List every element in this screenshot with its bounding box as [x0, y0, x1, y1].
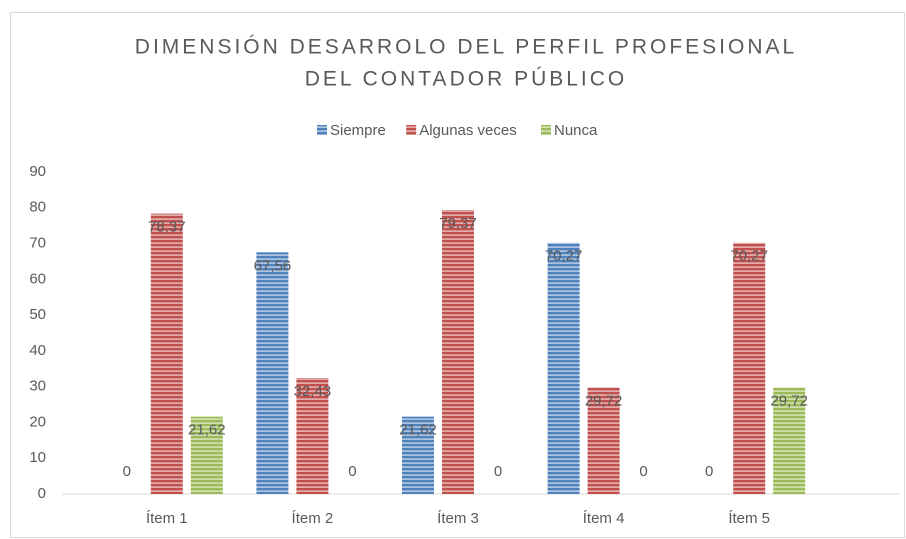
bar	[587, 387, 620, 494]
y-tick-label: 80	[29, 199, 46, 216]
bar	[773, 387, 806, 494]
y-tick-label: 90	[29, 163, 46, 180]
data-label: 79,37	[439, 215, 477, 232]
bar	[150, 213, 183, 494]
y-tick-label: 0	[38, 485, 46, 502]
bar	[442, 210, 474, 494]
legend-label: Siempre	[330, 122, 386, 139]
bar	[402, 416, 434, 494]
legend-swatch	[541, 125, 551, 135]
data-label: 21,62	[399, 422, 437, 439]
y-tick-label: 50	[29, 306, 46, 323]
x-tick-label: Ítem 1	[146, 510, 188, 527]
y-tick-label: 40	[29, 342, 46, 359]
bar	[547, 242, 580, 494]
legend-label: Nunca	[554, 122, 598, 139]
data-label: 78,37	[148, 219, 186, 236]
data-label: 29,72	[770, 393, 808, 410]
data-label: 67,56	[254, 257, 292, 274]
x-tick-label: Ítem 2	[292, 510, 334, 527]
legend-swatch	[317, 125, 327, 135]
y-tick-label: 10	[29, 449, 46, 466]
y-tick-label: 60	[29, 270, 46, 287]
data-label: 29,72	[585, 393, 623, 410]
data-label: 0	[705, 463, 713, 480]
data-label: 70,27	[545, 248, 583, 265]
bar	[190, 416, 223, 494]
data-label: 0	[348, 463, 356, 480]
bar	[256, 252, 289, 494]
data-label: 70,27	[730, 248, 768, 265]
data-label: 21,62	[188, 422, 226, 439]
chart-title: DIMENSIÓN DESARROLO DEL PERFIL PROFESION…	[135, 36, 797, 59]
data-label: 0	[494, 463, 502, 480]
y-tick-label: 30	[29, 378, 46, 395]
y-tick-label: 20	[29, 413, 46, 430]
x-tick-label: Ítem 3	[437, 510, 479, 527]
chart-title: DEL CONTADOR PÚBLICO	[305, 68, 628, 91]
bar	[733, 242, 766, 494]
bar	[296, 377, 329, 494]
data-label: 0	[123, 463, 131, 480]
legend-label: Algunas veces	[419, 122, 517, 139]
x-tick-label: Ítem 5	[728, 510, 770, 527]
data-label: 0	[639, 463, 647, 480]
x-tick-label: Ítem 4	[583, 510, 625, 527]
data-label: 32,43	[294, 383, 332, 400]
legend-swatch	[406, 125, 417, 135]
y-tick-label: 70	[29, 235, 46, 252]
